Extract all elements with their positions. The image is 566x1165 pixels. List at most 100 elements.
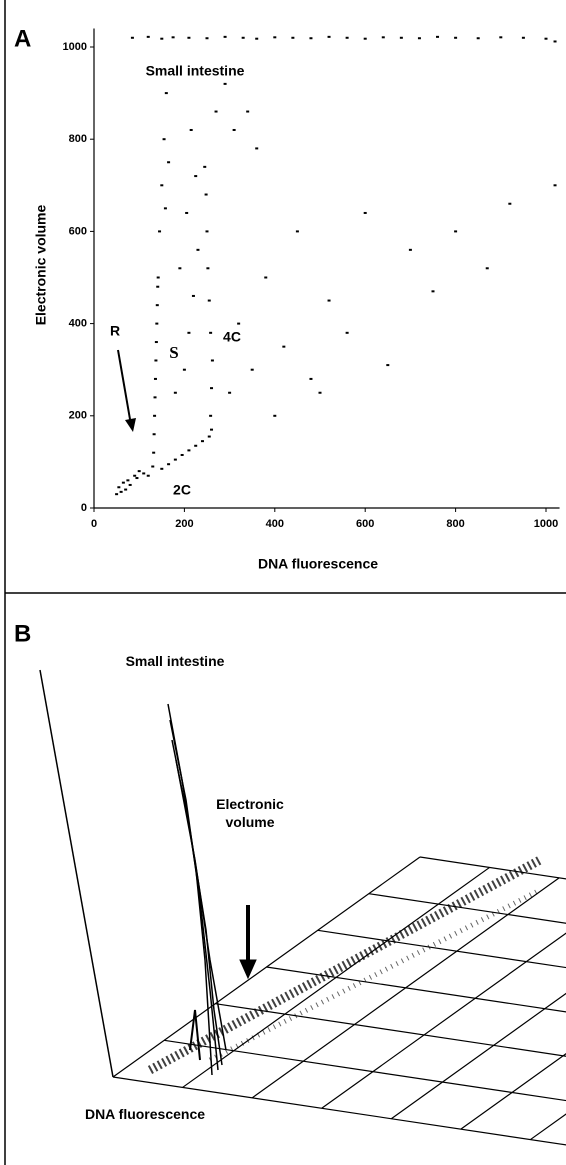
point — [250, 368, 254, 371]
annotation-arrowhead — [125, 418, 136, 432]
point — [182, 368, 186, 371]
point — [160, 37, 164, 40]
floor-line — [112, 1076, 566, 1146]
x-axis-label: DNA fluorescence — [258, 556, 378, 572]
point — [152, 451, 156, 454]
point — [151, 465, 155, 468]
density-band — [208, 887, 542, 1063]
point — [327, 299, 331, 302]
point — [173, 458, 177, 461]
y-tick-label: 400 — [69, 318, 87, 330]
point — [191, 294, 195, 297]
point — [137, 470, 141, 473]
floor-line — [390, 992, 566, 1120]
point — [142, 472, 146, 475]
point — [223, 82, 227, 85]
point — [163, 207, 167, 210]
point — [431, 290, 435, 293]
point — [499, 36, 503, 39]
point — [246, 110, 250, 113]
point — [207, 435, 211, 438]
x-tick-label: 200 — [175, 518, 193, 530]
point — [282, 345, 286, 348]
point — [121, 481, 125, 484]
annotation: Electronic volume — [216, 796, 284, 830]
point — [485, 267, 489, 270]
annotation: Small intestine — [146, 63, 245, 79]
point — [205, 37, 209, 40]
x-tick-label: 600 — [356, 518, 374, 530]
x-tick-label: 1000 — [534, 518, 558, 530]
annotation: R — [110, 323, 120, 339]
panel-b-drawing — [39, 669, 543, 1078]
y-tick-label: 200 — [69, 410, 87, 422]
point — [363, 37, 367, 40]
point — [126, 479, 130, 482]
floor-line — [317, 929, 566, 969]
point — [232, 128, 236, 131]
point — [508, 202, 512, 205]
floor-grid — [112, 856, 566, 1146]
floor-line — [530, 1113, 566, 1141]
point — [146, 474, 150, 477]
point — [180, 453, 184, 456]
z-axis — [39, 669, 114, 1078]
floor-line — [215, 1003, 566, 1057]
point — [160, 467, 164, 470]
point — [133, 474, 137, 477]
floor-line — [266, 966, 566, 1013]
point — [209, 331, 213, 334]
point — [153, 396, 157, 399]
point — [309, 377, 313, 380]
y-tick-label: 1000 — [63, 41, 87, 53]
point — [454, 36, 458, 39]
point — [436, 35, 440, 38]
point — [206, 267, 210, 270]
point — [178, 267, 182, 270]
point — [156, 285, 160, 288]
point — [399, 36, 403, 39]
point — [158, 230, 162, 233]
point — [156, 276, 160, 279]
point — [115, 493, 119, 496]
point — [164, 92, 168, 95]
point — [124, 488, 128, 491]
point — [200, 440, 204, 443]
point — [363, 211, 367, 214]
point — [203, 165, 207, 168]
point — [454, 230, 458, 233]
point — [155, 304, 159, 307]
peak — [175, 759, 227, 1051]
point — [135, 477, 139, 480]
point — [119, 490, 123, 493]
point — [160, 184, 164, 187]
point — [128, 483, 132, 486]
point — [210, 428, 214, 431]
point — [327, 35, 331, 38]
point — [295, 230, 299, 233]
point — [194, 444, 198, 447]
panel-label: A — [14, 25, 31, 52]
floor-line — [368, 893, 566, 924]
point — [408, 248, 412, 251]
point — [544, 37, 548, 40]
point — [196, 248, 200, 251]
point — [521, 36, 525, 39]
point — [207, 299, 211, 302]
point — [237, 322, 241, 325]
y-tick-label: 600 — [69, 225, 87, 237]
point — [167, 161, 171, 164]
point — [187, 331, 191, 334]
point — [153, 377, 157, 380]
point — [154, 359, 158, 362]
point — [309, 37, 313, 40]
point — [386, 364, 390, 367]
point — [146, 35, 150, 38]
point — [210, 359, 214, 362]
point — [173, 391, 177, 394]
point — [273, 36, 277, 39]
floor-line — [164, 1039, 566, 1102]
annotation: Small intestine — [125, 653, 225, 669]
point — [152, 433, 156, 436]
